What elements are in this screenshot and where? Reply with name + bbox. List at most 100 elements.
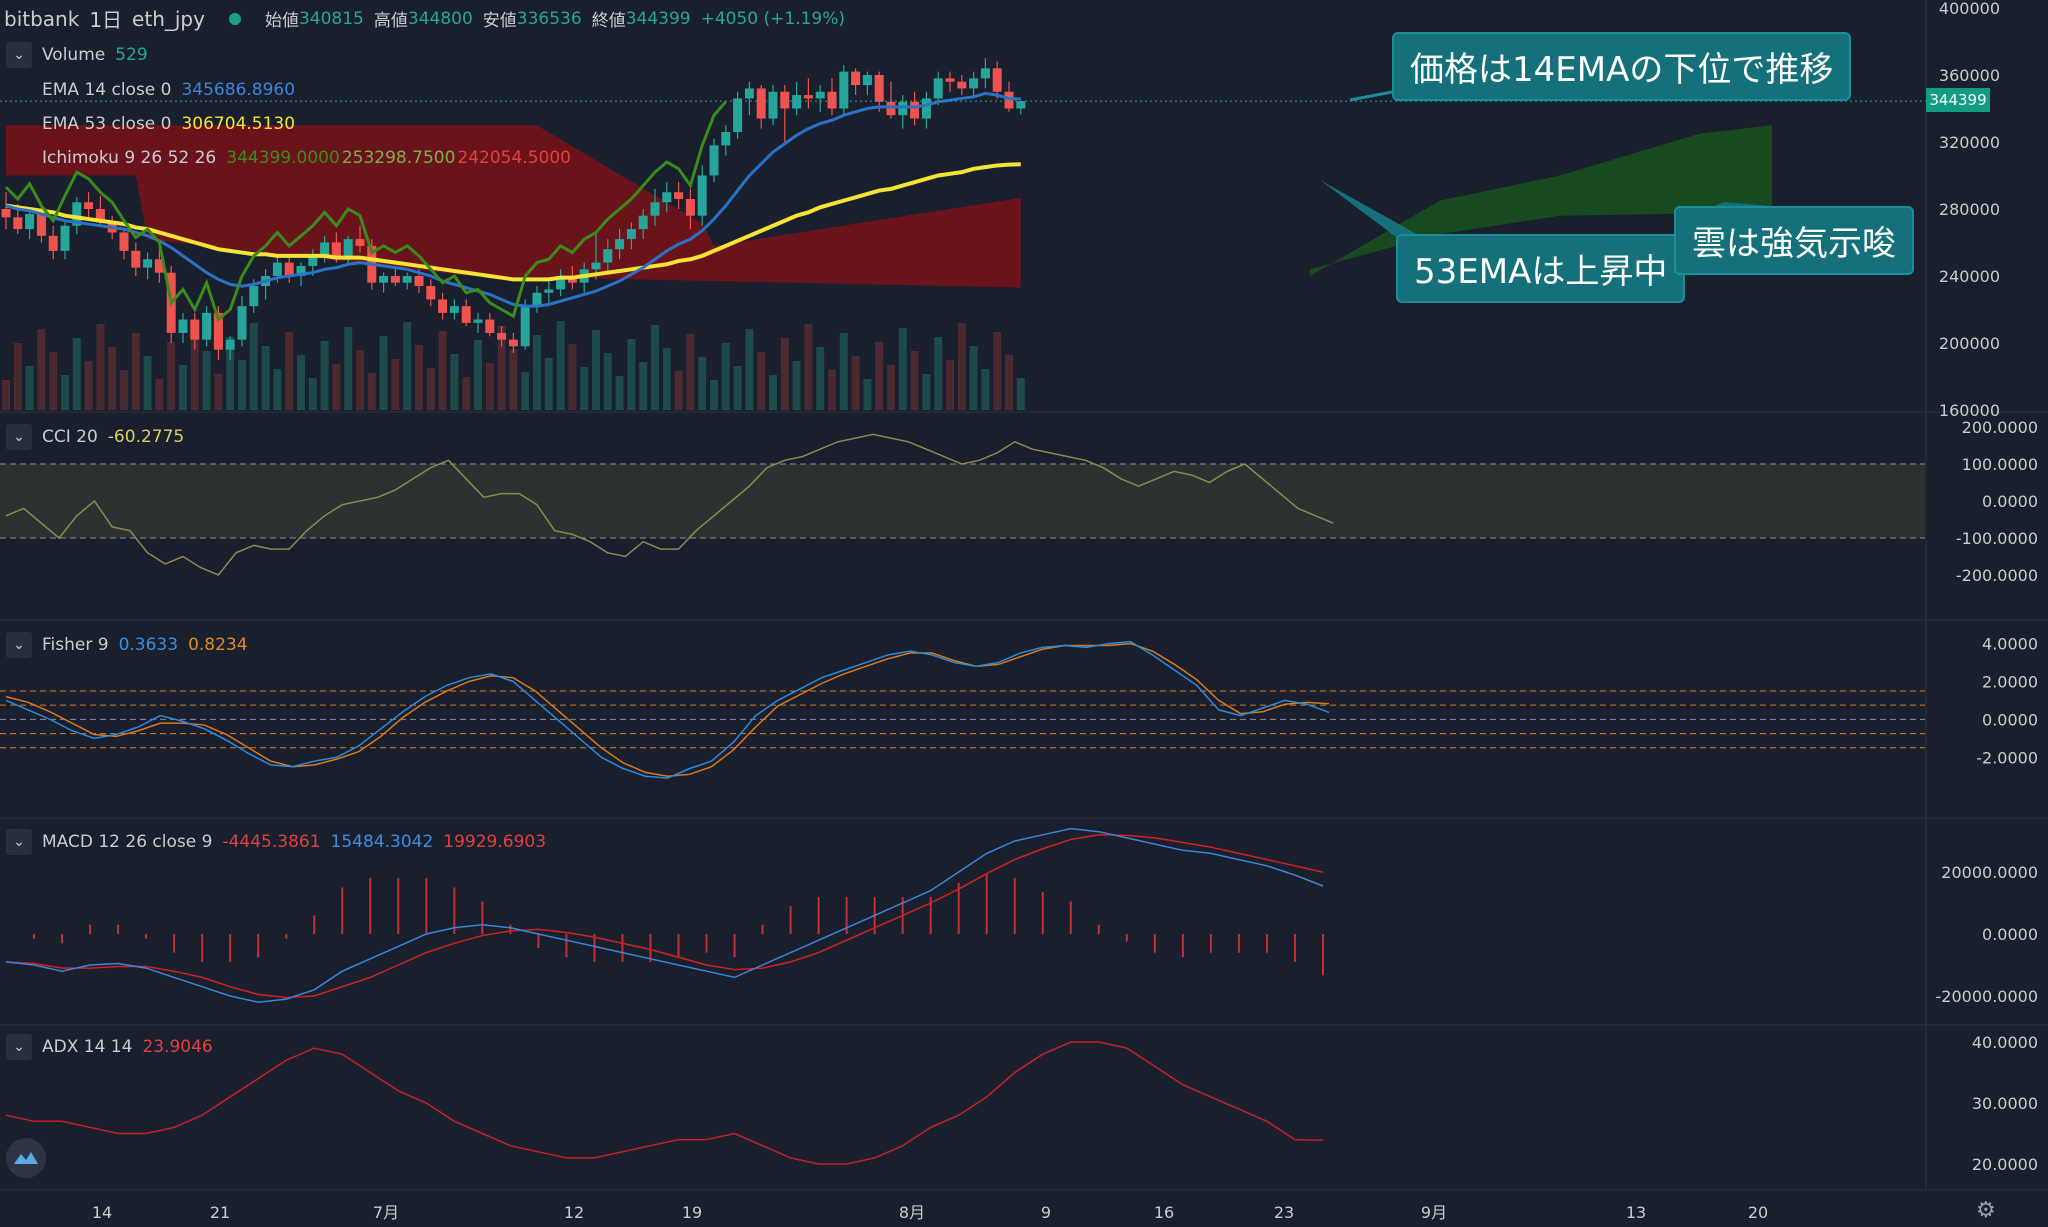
candle-body [95, 209, 105, 223]
collapse-chevron-icon[interactable]: ⌄ [6, 1034, 32, 1060]
candle-body [520, 306, 530, 347]
candle-body [638, 215, 648, 230]
adx-label: ADX 14 14 [42, 1037, 133, 1057]
price-axis-label: 360000 [1939, 66, 2000, 85]
candle-body [532, 292, 542, 307]
ichimoku-v2: 253298.7500 [341, 148, 456, 168]
fisher-label: Fisher 9 [42, 635, 109, 655]
volume-bar [745, 329, 754, 410]
collapse-chevron-icon[interactable]: ⌄ [6, 424, 32, 450]
macd-label: MACD 12 26 close 9 [42, 832, 213, 852]
volume-bar [863, 379, 872, 410]
volume-bar [332, 364, 341, 410]
volume-bar [1005, 355, 1013, 410]
volume-bar [922, 374, 931, 410]
ema53-legend: EMA 53 close 0 306704.5130 [42, 114, 295, 134]
volume-label: Volume [42, 45, 106, 65]
volume-bar [568, 344, 577, 410]
candle-body [449, 306, 459, 313]
candle-body [945, 78, 955, 82]
candle-body [780, 91, 790, 109]
fisher-line [5, 640, 1330, 779]
annotation-price-below-ema14[interactable]: 価格は14EMAの下位で推移 [1392, 32, 1852, 101]
x-axis-tick-label: 14 [92, 1203, 112, 1222]
volume-bar [686, 334, 695, 410]
open-label: 始値 [264, 11, 299, 31]
symbol-label[interactable]: eth_jpy [132, 6, 205, 31]
fisher-v1: 0.3633 [118, 635, 179, 655]
candle-body [225, 339, 235, 350]
ema14-line [5, 91, 1021, 308]
collapse-chevron-icon[interactable]: ⌄ [6, 632, 32, 658]
macd-axis-label: 0.0000 [1982, 925, 2038, 944]
candle-body [60, 225, 70, 251]
x-axis-tick-label: 13 [1626, 1203, 1646, 1222]
fisher-axis-label: -2.0000 [1976, 748, 2038, 767]
volume-bar [851, 356, 860, 410]
volume-bar [143, 356, 152, 410]
macd-legend: ⌄ MACD 12 26 close 9 -4445.3861 15484.30… [6, 829, 546, 855]
collapse-chevron-icon[interactable]: ⌄ [6, 829, 32, 855]
annotation-ema53-rising[interactable]: 53EMAは上昇中 [1396, 234, 1686, 303]
volume-bar [96, 324, 105, 410]
candle-body [697, 175, 707, 216]
interval-label[interactable]: 1日 [89, 8, 123, 32]
volume-bar [603, 353, 612, 410]
volume-legend: ⌄ Volume 529 [6, 42, 148, 68]
candle-body [626, 229, 636, 240]
collapse-chevron-icon[interactable]: ⌄ [6, 42, 32, 68]
volume-bar [226, 337, 235, 410]
volume-bar [308, 378, 317, 410]
candle-body [343, 239, 353, 256]
volume-bar [273, 369, 282, 410]
x-axis-tick-label: 12 [564, 1203, 584, 1222]
volume-bar [367, 373, 376, 410]
volume-bar [131, 333, 140, 410]
candle-body [851, 71, 861, 86]
ichimoku-lagging-line [4, 100, 727, 323]
volume-bar [2, 380, 10, 410]
settings-gear-icon[interactable]: ⚙ [1976, 1198, 1996, 1223]
volume-bar [167, 342, 176, 410]
candle-body [331, 242, 341, 256]
adx-axis-label: 30.0000 [1972, 1094, 2038, 1113]
candle-body [308, 255, 318, 266]
fisher-v2: 0.8234 [188, 635, 248, 655]
candle-body [898, 101, 908, 116]
candle-body [874, 75, 884, 102]
candle-body [213, 312, 223, 350]
volume-bar [202, 351, 211, 410]
volume-bar [485, 363, 494, 410]
x-axis-tick-label: 20 [1748, 1203, 1768, 1222]
adx-legend: ⌄ ADX 14 14 23.9046 [6, 1034, 213, 1060]
ichimoku-cloud-bearish [6, 125, 1021, 288]
volume-bar [698, 357, 707, 410]
candle-body [402, 276, 412, 283]
annotation-cloud-bullish[interactable]: 雲は強気示唆 [1674, 206, 1914, 275]
volume-bar [438, 331, 447, 410]
ema53-line [5, 162, 1021, 282]
candle-body [426, 286, 436, 300]
candle-body [355, 239, 365, 246]
candle-body [320, 242, 330, 256]
macd-v1: -4445.3861 [222, 832, 321, 852]
adx-line [5, 1041, 1323, 1165]
candle-body [969, 78, 979, 89]
volume-bar [13, 343, 22, 410]
volume-bar [733, 366, 742, 410]
volume-bar [474, 340, 482, 410]
candle-body [792, 95, 802, 109]
volume-bar [898, 328, 907, 410]
candle-body [591, 262, 601, 270]
x-axis-tick-label: 9 [1041, 1203, 1051, 1222]
ema14-legend: EMA 14 close 0 345686.8960 [42, 80, 295, 100]
macd-axis-label: -20000.0000 [1936, 987, 2038, 1006]
volume-bar [462, 377, 471, 410]
candle-body [379, 276, 389, 283]
tradingview-logo-icon[interactable] [6, 1138, 46, 1178]
candle-body [980, 68, 990, 79]
volume-bar [379, 336, 388, 410]
volume-bar [615, 376, 624, 410]
ichimoku-cloud-bullish [1310, 125, 1772, 276]
volume-bar [509, 349, 518, 410]
